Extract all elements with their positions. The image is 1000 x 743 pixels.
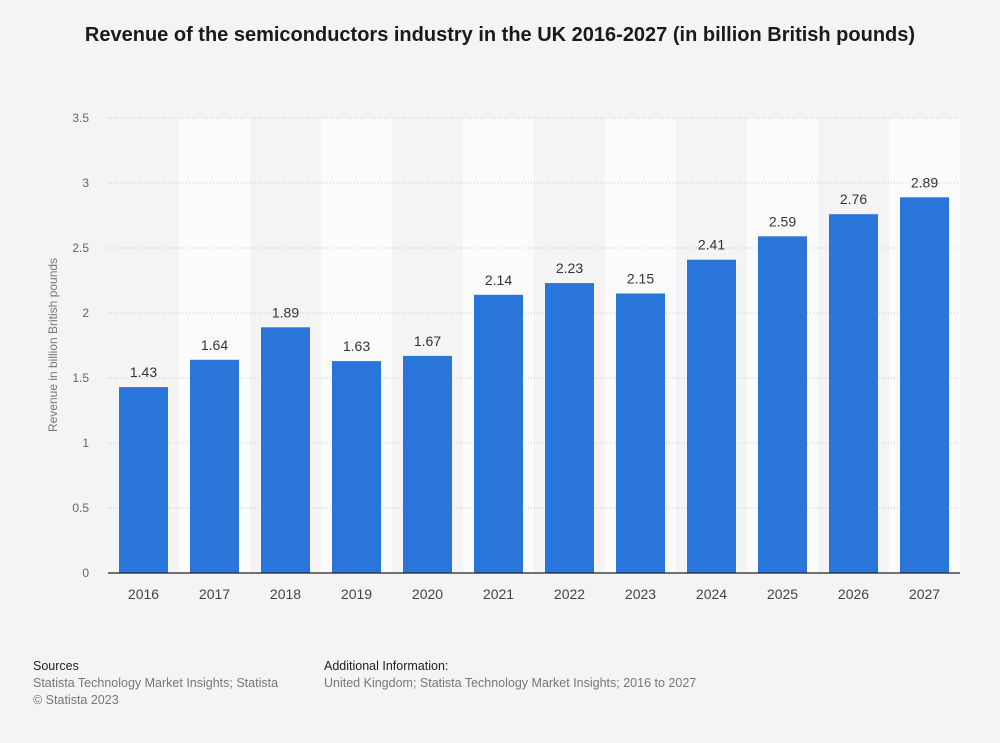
y-tick-label: 3.5 [72, 111, 89, 125]
y-tick-label: 3 [82, 176, 89, 190]
data-label: 2.14 [485, 272, 512, 288]
data-label: 2.15 [627, 271, 654, 287]
x-tick-label: 2023 [625, 586, 656, 602]
data-label: 2.23 [556, 260, 583, 276]
bar [403, 355, 452, 573]
data-label: 2.76 [840, 191, 867, 207]
x-tick-label: 2021 [483, 586, 514, 602]
data-label: 1.64 [201, 337, 228, 353]
data-label: 2.89 [911, 174, 938, 190]
y-tick-label: 2 [82, 306, 89, 320]
sources-heading: Sources [33, 659, 79, 673]
additional-info-text: United Kingdom; Statista Technology Mark… [324, 676, 697, 690]
bar [900, 197, 949, 574]
y-tick-label: 1 [82, 436, 89, 450]
y-tick-label: 0 [82, 566, 89, 580]
sources-text[interactable]: Statista Technology Market Insights; Sta… [33, 676, 279, 690]
x-tick-label: 2019 [341, 586, 372, 602]
data-label: 1.63 [343, 338, 370, 354]
y-axis-label: Revenue in billion British pounds [46, 258, 60, 432]
copyright-text: © Statista 2023 [33, 693, 119, 707]
data-label: 1.89 [272, 304, 299, 320]
x-tick-label: 2017 [199, 586, 230, 602]
bar [119, 387, 168, 573]
x-tick-label: 2025 [767, 586, 798, 602]
bar [687, 259, 736, 573]
bar [261, 327, 310, 573]
bar [332, 361, 381, 573]
sources-block: Sources Statista Technology Market Insig… [33, 658, 278, 709]
x-tick-label: 2026 [838, 586, 869, 602]
bar [616, 293, 665, 573]
y-tick-label: 2.5 [72, 241, 89, 255]
bar [829, 214, 878, 573]
data-label: 2.41 [698, 237, 725, 253]
x-tick-label: 2016 [128, 586, 159, 602]
x-tick-label: 2024 [696, 586, 727, 602]
y-tick-label: 0.5 [72, 501, 89, 515]
bar [545, 283, 594, 573]
chart-title: Revenue of the semiconductors industry i… [84, 24, 916, 46]
additional-info-heading: Additional Information: [324, 659, 449, 673]
additional-info-block: Additional Information: United Kingdom; … [324, 658, 696, 692]
data-label: 1.43 [130, 364, 157, 380]
x-tick-label: 2018 [270, 586, 301, 602]
x-tick-label: 2020 [412, 586, 443, 602]
bar [190, 359, 239, 573]
y-tick-label: 1.5 [72, 371, 89, 385]
bar [474, 294, 523, 573]
x-tick-label: 2022 [554, 586, 585, 602]
data-label: 1.67 [414, 333, 441, 349]
x-tick-label: 2027 [909, 586, 940, 602]
bar [758, 236, 807, 574]
data-label: 2.59 [769, 213, 796, 229]
